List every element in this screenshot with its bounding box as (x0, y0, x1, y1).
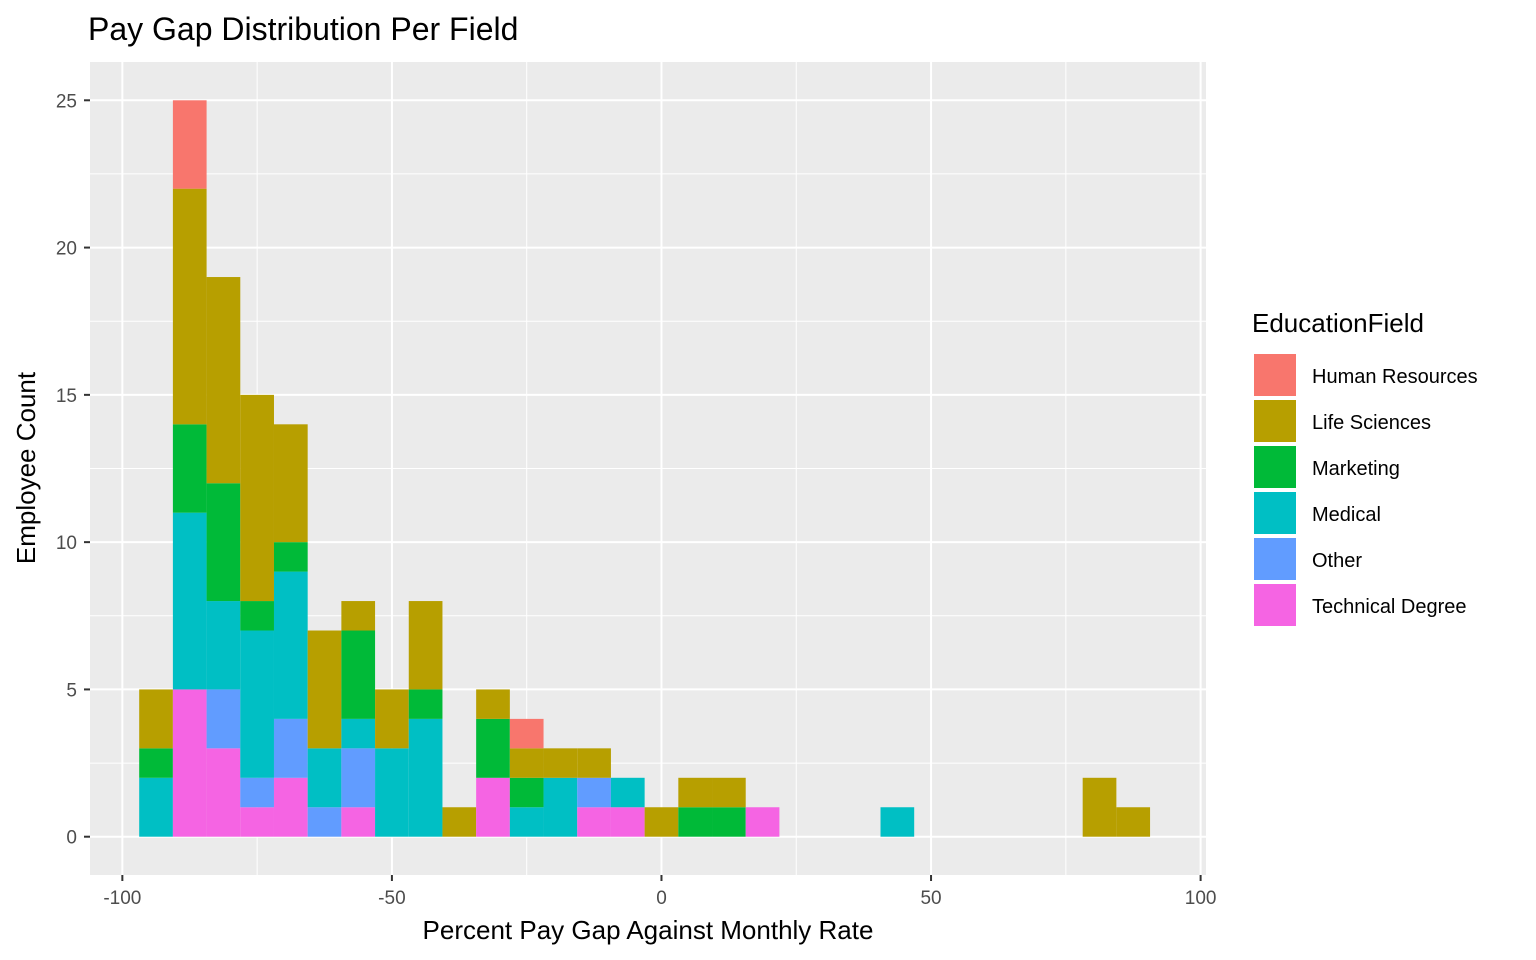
x-tick-label: 50 (920, 888, 941, 909)
bar-segment-life-sciences (1082, 777, 1117, 837)
bar-segment-medical (240, 630, 274, 778)
bar-segment-life-sciences (712, 777, 746, 808)
legend-item-human-resources: Human Resources (1254, 354, 1478, 396)
x-tick-label: 0 (656, 888, 667, 909)
bar-segment-other (240, 777, 274, 808)
bar-segment-other (341, 748, 376, 808)
bar-segment-technical-degree (476, 777, 510, 837)
bar-segment-technical-degree (273, 777, 308, 837)
bar-segment-life-sciences (206, 277, 241, 484)
bar-segment-marketing (139, 748, 173, 778)
bar-segment-marketing (678, 807, 713, 837)
bar-segment-technical-degree (341, 807, 376, 837)
y-tick-label: 25 (56, 91, 77, 112)
legend-item-marketing: Marketing (1254, 446, 1400, 488)
bar-segment-marketing (273, 542, 308, 572)
bar-segment-marketing (476, 718, 510, 778)
legend-label: Medical (1312, 504, 1381, 526)
bar-segment-life-sciences (644, 807, 679, 837)
bar-segment-life-sciences (543, 748, 578, 778)
bar-segment-life-sciences (139, 689, 173, 749)
bar-segment-life-sciences (408, 601, 443, 690)
histogram-bars (139, 100, 1151, 837)
y-tick-label: 20 (56, 239, 77, 260)
bar-segment-medical (206, 601, 241, 690)
bar-segment-medical (509, 807, 544, 837)
x-tick-label: -100 (103, 888, 141, 909)
bar-segment-marketing (240, 601, 274, 631)
bar-segment-medical (375, 748, 409, 837)
legend-swatch (1254, 400, 1296, 442)
bar-segment-human-resources (509, 718, 544, 749)
bar-segment-life-sciences (442, 807, 477, 837)
bar-segment-technical-degree (206, 748, 241, 837)
bar-segment-medical (880, 807, 915, 837)
bar-segment-life-sciences (240, 394, 274, 602)
legend-label: Life Sciences (1312, 412, 1431, 434)
bar-segment-medical (408, 718, 443, 837)
legend: EducationField Human Resources Life Scien… (1252, 308, 1478, 626)
y-tick-label: 5 (66, 680, 77, 701)
legend-swatch (1254, 492, 1296, 534)
bar-segment-life-sciences (577, 748, 611, 778)
legend-items: Human Resources Life Sciences Marketing Med… (1254, 354, 1478, 626)
y-axis-ticks: 0 5 10 15 20 25 (56, 91, 90, 849)
bar-segment-medical (172, 512, 207, 690)
x-tick-label: -50 (378, 888, 405, 909)
legend-label: Other (1312, 550, 1362, 572)
legend-swatch (1254, 584, 1296, 626)
legend-item-other: Other (1254, 538, 1362, 580)
chart-title: Pay Gap Distribution Per Field (88, 11, 518, 47)
y-tick-label: 15 (56, 386, 77, 407)
bar-segment-marketing (206, 483, 241, 602)
bar-segment-marketing (712, 807, 746, 837)
x-tick-label: 100 (1185, 888, 1217, 909)
bar-segment-medical (341, 718, 376, 749)
bar-segment-other (206, 689, 241, 749)
legend-title: EducationField (1252, 308, 1424, 338)
bar-segment-life-sciences (375, 689, 409, 749)
bar-segment-medical (307, 748, 342, 808)
bar-segment-marketing (172, 424, 207, 513)
bar-segment-life-sciences (509, 748, 544, 778)
y-tick-label: 0 (66, 828, 77, 849)
legend-label: Human Resources (1312, 366, 1478, 388)
legend-swatch (1254, 446, 1296, 488)
bar-segment-technical-degree (610, 807, 645, 837)
bar-segment-marketing (509, 777, 544, 808)
bar-segment-medical (139, 777, 173, 837)
x-axis-ticks: -100 -50 0 50 100 (103, 875, 1216, 909)
legend-swatch (1254, 538, 1296, 580)
bar-segment-marketing (408, 689, 443, 719)
bar-segment-technical-degree (577, 807, 611, 837)
bar-segment-life-sciences (307, 630, 342, 749)
bar-segment-medical (543, 777, 578, 837)
bar-segment-technical-degree (172, 689, 207, 837)
bar-segment-life-sciences (273, 424, 308, 543)
bar-segment-other (307, 807, 342, 837)
legend-item-life-sciences: Life Sciences (1254, 400, 1431, 442)
bar-segment-medical (610, 777, 645, 808)
bar-segment-other (273, 718, 308, 778)
bar-segment-life-sciences (341, 601, 376, 631)
y-axis-title: Employee Count (11, 371, 41, 564)
bar-segment-life-sciences (172, 188, 207, 425)
bar-segment-life-sciences (678, 777, 713, 808)
legend-label: Technical Degree (1312, 596, 1467, 618)
legend-swatch (1254, 354, 1296, 396)
bar-segment-life-sciences (476, 689, 510, 719)
legend-item-medical: Medical (1254, 492, 1381, 534)
bar-segment-technical-degree (745, 807, 780, 837)
legend-item-technical-degree: Technical Degree (1254, 584, 1467, 626)
bar-segment-life-sciences (1116, 807, 1151, 837)
bar-segment-medical (273, 571, 308, 719)
y-tick-label: 10 (56, 533, 77, 554)
bar-segment-technical-degree (240, 807, 274, 837)
bar-segment-human-resources (172, 100, 207, 189)
legend-label: Marketing (1312, 458, 1400, 480)
x-axis-title: Percent Pay Gap Against Monthly Rate (423, 915, 874, 945)
bar-segment-marketing (341, 630, 376, 719)
bar-segment-other (577, 777, 611, 808)
